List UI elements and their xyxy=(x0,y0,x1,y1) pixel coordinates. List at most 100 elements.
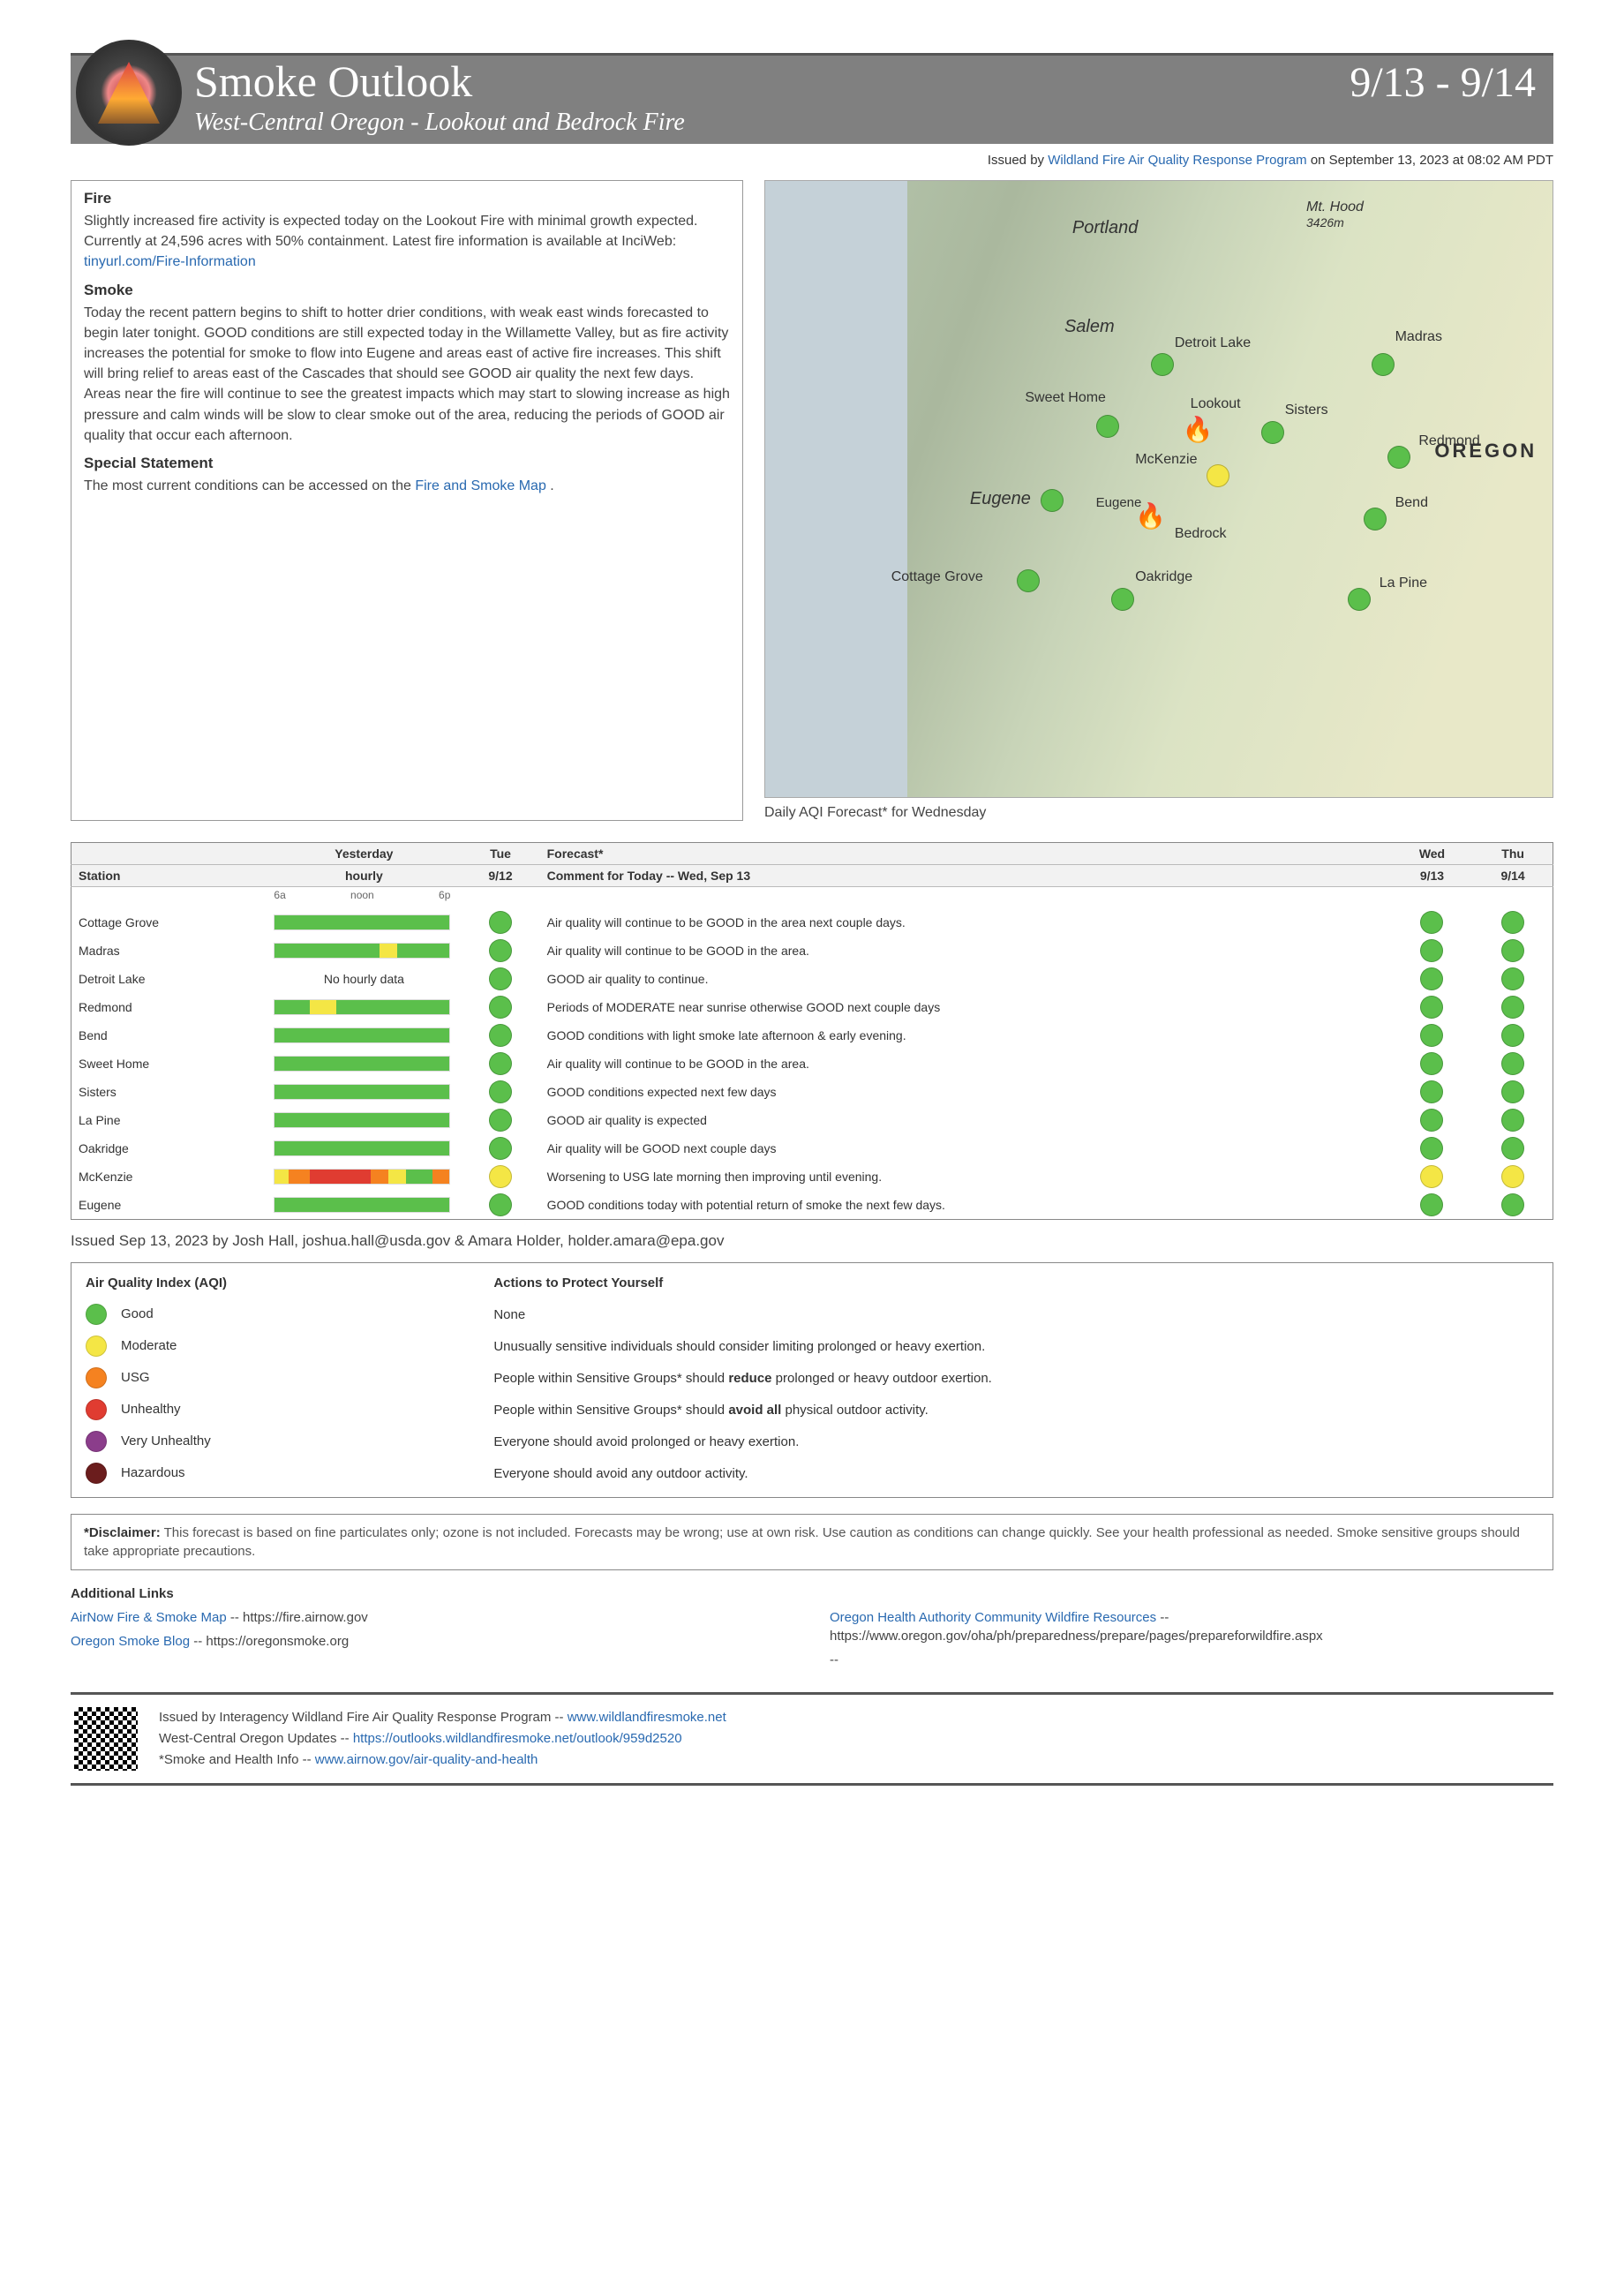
header-band: Smoke Outlook 9/13 - 9/14 West-Central O… xyxy=(71,53,1553,144)
station-name: Madras xyxy=(71,937,267,965)
aqi-legend: Air Quality Index (AQI)Actions to Protec… xyxy=(71,1262,1553,1498)
hourly-bar xyxy=(274,1027,450,1043)
map-place-label: Bend xyxy=(1395,495,1428,511)
table-row: BendGOOD conditions with light smoke lat… xyxy=(71,1021,1553,1050)
narrative-panel: Fire Slightly increased fire activity is… xyxy=(71,180,743,821)
aqi-dot-thu xyxy=(1501,996,1524,1019)
fire-icon: 🔥 xyxy=(1135,501,1166,530)
aqi-dot-tue xyxy=(489,1080,512,1103)
hourly-bar xyxy=(274,1169,450,1185)
station-name: La Pine xyxy=(71,1106,267,1134)
additional-link[interactable]: AirNow Fire & Smoke Map xyxy=(71,1610,227,1625)
additional-link[interactable]: Oregon Smoke Blog xyxy=(71,1634,190,1649)
forecast-comment: GOOD air quality is expected xyxy=(540,1106,1391,1134)
smoke-map-link[interactable]: Fire and Smoke Map xyxy=(415,478,546,493)
footer-link-3[interactable]: www.airnow.gov/air-quality-and-health xyxy=(315,1752,538,1767)
issued-line: Issued by Wildland Fire Air Quality Resp… xyxy=(71,147,1553,180)
map-aqi-dot xyxy=(1096,415,1119,438)
forecast-comment: GOOD conditions expected next few days xyxy=(540,1078,1391,1106)
map-aqi-dot xyxy=(1348,588,1371,611)
legend-row: HazardousEveryone should avoid any outdo… xyxy=(86,1458,1538,1488)
station-name: Detroit Lake xyxy=(71,965,267,993)
additional-link[interactable]: Oregon Health Authority Community Wildfi… xyxy=(830,1610,1156,1625)
legend-dot xyxy=(86,1367,107,1388)
legend-label: Unhealthy xyxy=(121,1402,181,1417)
time-marker: 6p xyxy=(439,889,450,901)
station-name: McKenzie xyxy=(71,1163,267,1191)
special-text: The most current conditions can be acces… xyxy=(84,476,730,496)
forecast-table: Yesterday Tue Forecast* Wed Thu Station … xyxy=(71,842,1553,1220)
col-hourly: hourly xyxy=(267,865,461,887)
footer-link-2[interactable]: https://outlooks.wildlandfiresmoke.net/o… xyxy=(353,1731,682,1746)
table-row: Detroit Lake No hourly data GOOD air quali… xyxy=(71,965,1553,993)
map-place-label: McKenzie xyxy=(1135,452,1197,468)
legend-row: ModerateUnusually sensitive individuals … xyxy=(86,1331,1538,1361)
issued-by-line: Issued Sep 13, 2023 by Josh Hall, joshua… xyxy=(71,1220,1553,1262)
aqi-dot-wed xyxy=(1420,1109,1443,1132)
map-place-label: Cottage Grove xyxy=(891,569,983,585)
col-comment: Comment for Today -- Wed, Sep 13 xyxy=(540,865,1391,887)
station-name: Oakridge xyxy=(71,1134,267,1163)
map-place-label: Bedrock xyxy=(1175,526,1227,542)
table-row: Cottage GroveAir quality will continue t… xyxy=(71,908,1553,937)
link-line: Oregon Smoke Blog -- https://oregonsmoke… xyxy=(71,1632,794,1651)
station-name: Sisters xyxy=(71,1078,267,1106)
aqi-dot-tue xyxy=(489,1193,512,1216)
date-range: 9/13 - 9/14 xyxy=(1350,58,1536,107)
legend-dot xyxy=(86,1399,107,1420)
forecast-comment: Air quality will continue to be GOOD in … xyxy=(540,937,1391,965)
hourly-bar xyxy=(274,1197,450,1213)
aqi-dot-tue xyxy=(489,1052,512,1075)
hourly-bar xyxy=(274,1112,450,1128)
forecast-comment: GOOD air quality to continue. xyxy=(540,965,1391,993)
map-aqi-dot xyxy=(1111,588,1134,611)
forecast-comment: GOOD conditions today with potential ret… xyxy=(540,1191,1391,1220)
link-line: AirNow Fire & Smoke Map -- https://fire.… xyxy=(71,1608,794,1627)
map-aqi-dot xyxy=(1151,353,1174,376)
aqi-dot-tue xyxy=(489,1024,512,1047)
station-name: Redmond xyxy=(71,993,267,1021)
ocean xyxy=(765,181,907,797)
page-title: Smoke Outlook xyxy=(194,56,472,107)
legend-dot xyxy=(86,1336,107,1357)
aqi-dot-thu xyxy=(1501,967,1524,990)
page-subtitle: West-Central Oregon - Lookout and Bedroc… xyxy=(194,109,1536,137)
agency-logo xyxy=(76,40,182,146)
legend-action: People within Sensitive Groups* should r… xyxy=(493,1363,1538,1393)
table-row: McKenzieWorsening to USG late morning th… xyxy=(71,1163,1553,1191)
footer-link-1[interactable]: www.wildlandfiresmoke.net xyxy=(568,1710,726,1725)
table-row: Redmond Periods of MODERATE near sunrise … xyxy=(71,993,1553,1021)
table-subheader-row: Station hourly 9/12 Comment for Today --… xyxy=(71,865,1553,887)
map-caption: Daily AQI Forecast* for Wednesday xyxy=(764,798,1553,821)
map-aqi-dot xyxy=(1364,508,1387,530)
aqi-dot-tue xyxy=(489,911,512,934)
no-hourly-text: No hourly data xyxy=(324,972,404,986)
aqi-dot-wed xyxy=(1420,1052,1443,1075)
issuer-link[interactable]: Wildland Fire Air Quality Response Progr… xyxy=(1048,153,1306,168)
hourly-bar xyxy=(274,999,450,1015)
forecast-comment: Air quality will continue to be GOOD in … xyxy=(540,908,1391,937)
aqi-dot-wed xyxy=(1420,1080,1443,1103)
legend-action: Unusually sensitive individuals should c… xyxy=(493,1331,1538,1361)
aqi-dot-thu xyxy=(1501,1193,1524,1216)
disclaimer: *Disclaimer: This forecast is based on f… xyxy=(71,1514,1553,1570)
map-place-label: La Pine xyxy=(1380,576,1427,591)
aqi-dot-thu xyxy=(1501,911,1524,934)
forecast-comment: Periods of MODERATE near sunrise otherwi… xyxy=(540,993,1391,1021)
forecast-comment: Air quality will be GOOD next couple day… xyxy=(540,1134,1391,1163)
smoke-heading: Smoke xyxy=(84,282,730,299)
aqi-dot-thu xyxy=(1501,939,1524,962)
aqi-dot-thu xyxy=(1501,1024,1524,1047)
map-place-label: Detroit Lake xyxy=(1175,335,1251,351)
time-marker: 6a xyxy=(274,889,285,901)
table-header-row: Yesterday Tue Forecast* Wed Thu xyxy=(71,843,1553,865)
aqi-dot-tue xyxy=(489,996,512,1019)
map-place-label: Sweet Home xyxy=(1025,390,1106,406)
aqi-dot-thu xyxy=(1501,1109,1524,1132)
link-line: Oregon Health Authority Community Wildfi… xyxy=(830,1608,1553,1645)
legend-action: People within Sensitive Groups* should a… xyxy=(493,1395,1538,1425)
fire-info-link[interactable]: tinyurl.com/Fire-Information xyxy=(84,254,256,269)
col-thu: Thu xyxy=(1473,843,1553,865)
legend-row: Unhealthy People within Sensitive Groups*… xyxy=(86,1395,1538,1425)
hourly-bar xyxy=(274,1056,450,1072)
